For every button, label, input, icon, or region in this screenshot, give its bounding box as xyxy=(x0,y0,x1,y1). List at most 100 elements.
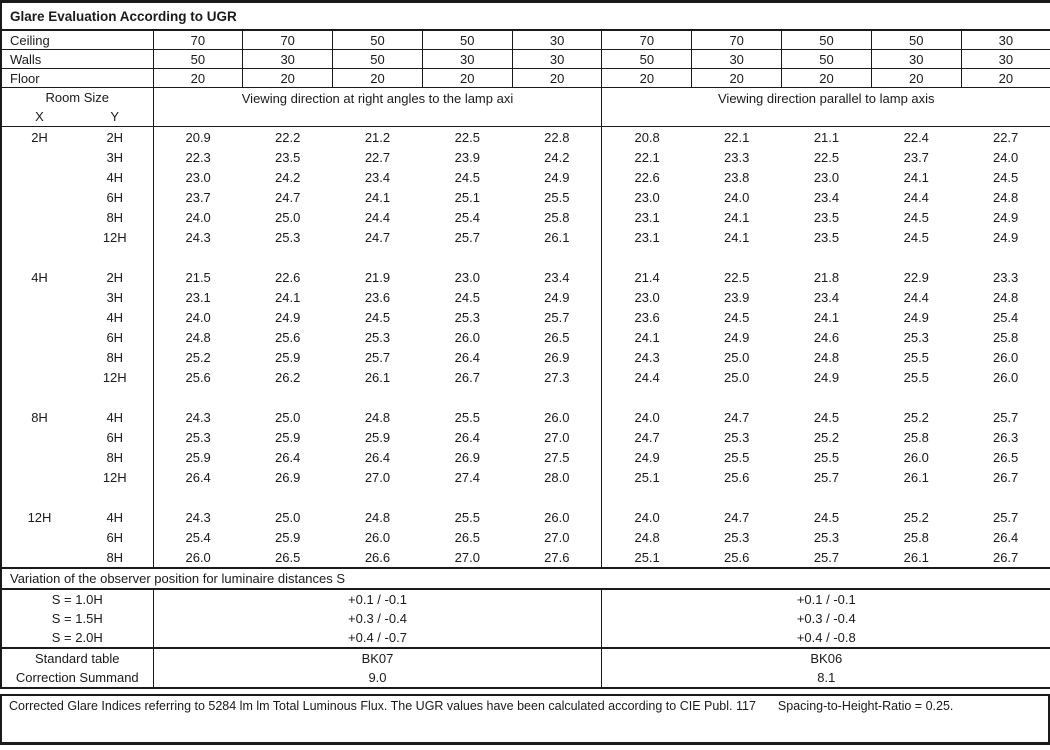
ugr-value: 24.5 xyxy=(903,229,929,245)
ugr-value: 25.3 xyxy=(454,309,480,325)
ugr-row: 6H 23.7 24.7 24.1 25.1 25.5 23.0 24.0 23.4 24.4 24… xyxy=(1,187,1050,207)
ugr-value: 25.9 xyxy=(275,349,301,365)
ugr-value: 25.3 xyxy=(724,529,750,545)
ugr-row: 8H 4H 24.3 25.0 24.8 25.5 26.0 24.0 24.7 24.5 25.2… xyxy=(1,407,1050,427)
ugr-value: 24.0 xyxy=(992,149,1019,165)
ugr-value: 21.5 xyxy=(185,269,211,285)
ugr-value: 25.7 xyxy=(813,549,840,565)
ugr-value: 26.0 xyxy=(454,329,480,345)
ugr-value: 27.4 xyxy=(454,469,480,485)
surface-value: 30 xyxy=(960,49,1050,69)
ugr-value: 24.3 xyxy=(634,349,660,365)
ugr-value: 25.8 xyxy=(512,207,603,227)
ugr-value: 24.6 xyxy=(813,329,840,345)
ugr-row: 12H 4H 24.3 25.0 24.8 25.5 26.0 24.0 24.7 24.5 25.… xyxy=(1,507,1050,527)
room-x-label xyxy=(1,327,77,347)
ugr-row: 8H 26.0 26.5 26.6 27.0 27.6 25.1 25.6 25.7 26.1 26… xyxy=(1,547,1050,568)
ugr-row: 6H 24.8 25.6 25.3 26.0 26.5 24.1 24.9 24.6 25.3 25… xyxy=(1,327,1050,347)
ugr-value: 25.3 xyxy=(185,429,211,445)
ugr-value: 24.1 xyxy=(813,309,840,325)
ugr-value: 25.3 xyxy=(724,429,750,445)
room-x-label xyxy=(1,287,77,307)
summary-left-value: BK07 xyxy=(153,648,603,668)
ugr-value: 26.2 xyxy=(275,369,301,385)
ugr-value: 27.0 xyxy=(364,469,391,485)
footer-text-flux: Corrected Glare Indices referring to 528… xyxy=(9,699,756,713)
room-y-label: 4H xyxy=(77,307,154,327)
spacer-row xyxy=(1,387,1050,407)
room-x-label xyxy=(1,227,77,247)
ugr-value: 23.7 xyxy=(903,149,929,165)
ugr-value: 23.8 xyxy=(724,169,750,185)
ugr-value: 24.5 xyxy=(724,309,750,325)
ugr-value: 20.9 xyxy=(185,129,211,145)
spacer-cell xyxy=(602,387,1050,407)
ugr-value: 26.0 xyxy=(185,549,211,565)
spacer-cell xyxy=(153,247,603,267)
surface-value: 50 xyxy=(870,29,962,50)
ugr-value: 25.6 xyxy=(724,469,750,485)
room-y-label: 4H xyxy=(77,507,154,527)
ugr-value: 21.8 xyxy=(813,269,840,285)
spacer-cell xyxy=(77,387,154,407)
ugr-value: 25.0 xyxy=(275,509,301,525)
surface-value: 70 xyxy=(691,29,783,50)
ugr-value: 23.5 xyxy=(813,209,840,225)
ugr-value: 27.5 xyxy=(512,447,603,467)
ugr-value: 24.9 xyxy=(512,167,603,187)
spacer-row xyxy=(1,487,1050,507)
ugr-value: 25.7 xyxy=(512,307,603,327)
ugr-value: 27.6 xyxy=(512,547,603,568)
ugr-value: 25.3 xyxy=(364,329,391,345)
ugr-value: 25.5 xyxy=(903,349,929,365)
ugr-value: 24.9 xyxy=(275,309,301,325)
ugr-value: 22.5 xyxy=(813,149,840,165)
spacer-cell xyxy=(77,487,154,507)
room-y-label: 8H xyxy=(77,347,154,367)
ugr-value: 25.0 xyxy=(724,369,750,385)
ugr-value: 23.0 xyxy=(454,269,480,285)
room-x-label xyxy=(1,187,77,207)
y-column-header: Y xyxy=(77,107,154,127)
ugr-value: 26.5 xyxy=(992,449,1019,465)
ugr-value: 28.0 xyxy=(512,467,603,487)
ugr-value: 26.5 xyxy=(454,529,480,545)
left-group-header: Viewing direction at right angles to the… xyxy=(152,87,602,127)
ugr-value: 26.7 xyxy=(454,369,480,385)
ugr-value: 25.3 xyxy=(903,329,929,345)
room-y-label: 12H xyxy=(77,367,154,387)
ugr-value: 24.9 xyxy=(724,329,750,345)
ugr-value: 24.9 xyxy=(992,209,1019,225)
ugr-value: 23.9 xyxy=(454,149,480,165)
ugr-value: 26.9 xyxy=(275,469,301,485)
ugr-value: 26.0 xyxy=(512,407,603,427)
ugr-value: 21.4 xyxy=(634,269,660,285)
ugr-value: 22.1 xyxy=(724,129,750,145)
ugr-value: 23.1 xyxy=(634,229,660,245)
ugr-value: 25.3 xyxy=(813,529,840,545)
ugr-value: 26.9 xyxy=(512,347,603,367)
ugr-value: 26.9 xyxy=(454,449,480,465)
spacer-cell xyxy=(602,487,1050,507)
ugr-value: 22.5 xyxy=(454,129,480,145)
s-correction-right: +0.1 / -0.1 xyxy=(796,592,856,607)
room-y-label: 8H xyxy=(77,207,154,227)
ugr-row: 4H 24.0 24.9 24.5 25.3 25.7 23.6 24.5 24.1 24.9 25… xyxy=(1,307,1050,327)
summary-left-value: 9.0 xyxy=(153,668,603,688)
surface-value: 20 xyxy=(960,68,1050,88)
room-x-label xyxy=(1,427,77,447)
ugr-value: 25.7 xyxy=(992,409,1019,425)
ugr-value: 24.1 xyxy=(724,229,750,245)
room-y-label: 12H xyxy=(77,467,154,487)
room-x-label xyxy=(1,447,77,467)
ugr-value: 24.8 xyxy=(185,329,211,345)
ugr-value: 25.8 xyxy=(903,429,929,445)
ugr-value: 25.1 xyxy=(634,549,660,565)
ugr-value: 25.4 xyxy=(185,529,211,545)
ugr-value: 25.4 xyxy=(454,209,480,225)
ugr-value: 22.4 xyxy=(903,129,929,145)
ugr-value: 22.5 xyxy=(724,269,750,285)
ugr-value: 24.8 xyxy=(364,409,391,425)
ugr-value: 24.5 xyxy=(903,209,929,225)
